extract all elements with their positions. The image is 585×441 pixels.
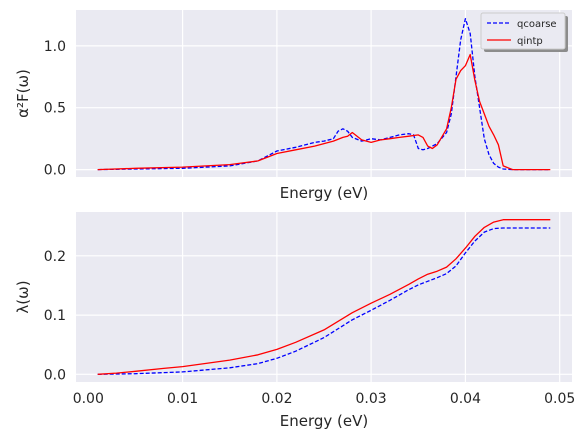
- y-tick-label: 0.1: [44, 308, 66, 324]
- legend-label-qintp: qintp: [517, 36, 543, 47]
- x-tick-label: 0.05: [544, 391, 575, 407]
- y-tick-label: 1.0: [44, 39, 66, 55]
- spectral-function-panel: 0.0 0.5 1.0 Energy (eV) α²F(ω) qcoarse qin…: [14, 10, 572, 202]
- x-tick-label: 0.04: [450, 391, 481, 407]
- y-tick-label: 0.2: [44, 249, 66, 265]
- top-x-axis-label: Energy (eV): [280, 184, 368, 202]
- series-line-qintp: [97, 219, 551, 375]
- y-tick-label: 0.5: [44, 101, 66, 117]
- y-tick-label: 0.0: [44, 163, 66, 179]
- legend: qcoarse qintp: [480, 12, 568, 52]
- bottom-x-axis-label: Energy (eV): [280, 412, 368, 430]
- series-line-qcoarse: [97, 227, 551, 375]
- legend-label-qcoarse: qcoarse: [517, 19, 557, 30]
- series-line-qintp: [97, 53, 551, 171]
- bottom-y-axis-label: λ(ω): [14, 280, 32, 313]
- series-line-qcoarse: [97, 18, 551, 171]
- y-tick-label: 0.0: [44, 367, 66, 383]
- x-tick-label: 0.01: [167, 391, 198, 407]
- top-y-axis-label: α²F(ω): [14, 69, 32, 118]
- x-tick-label: 0.03: [356, 391, 387, 407]
- x-tick-label: 0.02: [261, 391, 292, 407]
- x-tick-label: 0.00: [73, 391, 104, 407]
- bottom-plot-area: [76, 212, 572, 382]
- lambda-panel: 0.0 0.1 0.2 0.00 0.01 0.02 0.03 0.04 0.05 Energ…: [14, 212, 575, 430]
